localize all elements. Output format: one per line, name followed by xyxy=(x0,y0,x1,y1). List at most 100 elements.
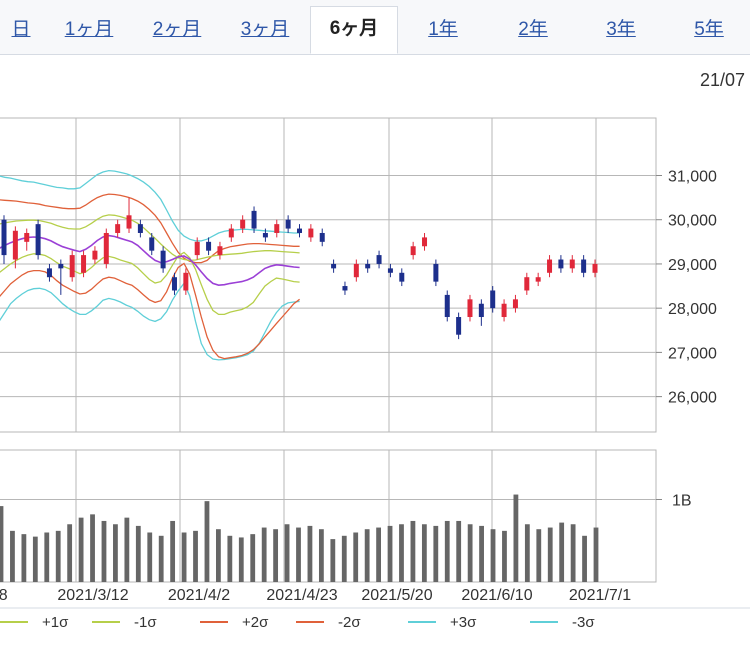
volume-bar-49 xyxy=(559,522,565,582)
volume-bar-26 xyxy=(296,527,301,582)
volume-bar-52 xyxy=(593,527,599,582)
candle-22 xyxy=(251,206,257,233)
volume-bar-35 xyxy=(399,524,404,582)
volume-bar-3 xyxy=(32,536,38,582)
candle-26 xyxy=(297,224,302,238)
candle-2 xyxy=(24,228,30,251)
svg-text:+1σ: +1σ xyxy=(42,614,69,631)
volume-bar-50 xyxy=(570,524,576,582)
candle-7 xyxy=(81,250,87,278)
volume-bar-8 xyxy=(90,514,95,582)
legend: +1σ -1σ +2σ -2σ +3σ -3σ xyxy=(0,607,750,631)
sma-line xyxy=(0,234,300,287)
candle-17 xyxy=(194,237,200,260)
legend-item-1: -1σ xyxy=(92,614,157,631)
candle-52 xyxy=(592,259,598,278)
volume-bar-16 xyxy=(181,532,187,582)
period-tabs: 日 1ヶ月 2ヶ月 3ヶ月 6ヶ月 1年 2年 3年 5年 xyxy=(0,0,750,55)
candle-11 xyxy=(126,197,132,233)
volume-bar-0 xyxy=(0,506,4,582)
candle-44 xyxy=(501,299,507,322)
candle-15 xyxy=(171,272,177,295)
volume-frame xyxy=(0,449,657,583)
price-y-ticks: 31,000 30,000 29,000 28,000 27,000 26,000 xyxy=(656,168,717,407)
volume-grid xyxy=(0,449,657,583)
tab-6m[interactable]: 6ヶ月 xyxy=(310,6,398,54)
svg-text:+2σ: +2σ xyxy=(242,614,269,631)
volume-bar-39 xyxy=(444,520,450,582)
candle-1 xyxy=(12,226,18,269)
volume-bar-37 xyxy=(421,524,427,582)
candle-18 xyxy=(206,237,212,256)
price-frame xyxy=(0,117,657,433)
volume-bar-19 xyxy=(216,529,221,582)
volume-bar-12 xyxy=(135,525,141,582)
band-plus2-line xyxy=(0,193,300,264)
tab-5y[interactable]: 5年 xyxy=(694,19,724,40)
candle-40 xyxy=(456,312,462,340)
volume-bar-9 xyxy=(101,520,107,582)
legend-item-3: -2σ xyxy=(296,614,361,631)
volume-bar-28 xyxy=(318,529,324,582)
tab-3y[interactable]: 3年 xyxy=(606,19,636,40)
volume-bar-34 xyxy=(387,525,393,582)
candle-33 xyxy=(376,250,382,269)
price-tick-label-3: 28,000 xyxy=(668,301,717,318)
candle-20 xyxy=(228,224,234,242)
tab-1m[interactable]: 1ヶ月 xyxy=(64,19,114,40)
volume-bar-23 xyxy=(261,527,267,582)
volume-bar-40 xyxy=(456,520,462,582)
date-stamp: 21/07 xyxy=(700,70,746,90)
x-tick-label-1: 2021/3/12 xyxy=(57,587,128,604)
svg-text:-2σ: -2σ xyxy=(338,614,361,631)
candle-39 xyxy=(444,290,450,322)
candle-48 xyxy=(547,255,553,278)
legend-item-0: +1σ xyxy=(0,614,69,631)
volume-bar-13 xyxy=(147,532,153,582)
volume-bar-38 xyxy=(433,525,439,582)
x-tick-label-5: 2021/6/10 xyxy=(461,587,532,604)
candle-10 xyxy=(115,219,121,238)
candle-28 xyxy=(319,228,325,247)
candle-36 xyxy=(410,241,416,260)
volume-y-ticks: 1B xyxy=(656,493,692,510)
tab-3m[interactable]: 3ヶ月 xyxy=(240,19,290,40)
volume-bar-36 xyxy=(410,520,416,582)
tab-1y[interactable]: 1年 xyxy=(428,19,458,40)
candle-32 xyxy=(365,259,371,273)
volume-bar-2 xyxy=(21,534,27,582)
price-tick-label-0: 31,000 xyxy=(668,168,717,185)
candle-46 xyxy=(524,272,530,295)
price-grid xyxy=(0,117,657,433)
volume-bar-51 xyxy=(582,535,587,582)
volume-bar-10 xyxy=(113,524,118,582)
tab-2y[interactable]: 2年 xyxy=(518,19,548,40)
candle-23 xyxy=(262,228,268,242)
volume-bar-42 xyxy=(479,525,484,582)
volume-bar-6 xyxy=(67,524,73,582)
volume-tick-label-0: 1B xyxy=(672,493,692,510)
candle-30 xyxy=(342,281,348,295)
bollinger-bands xyxy=(0,169,300,361)
volume-bar-44 xyxy=(502,530,507,582)
candle-16 xyxy=(183,268,189,295)
price-tick-label-5: 26,000 xyxy=(668,390,717,407)
candle-14 xyxy=(160,246,166,273)
volume-bar-30 xyxy=(341,535,347,582)
volume-bar-14 xyxy=(158,535,164,582)
candle-37 xyxy=(422,232,428,251)
volume-bar-4 xyxy=(44,532,50,582)
volume-bar-7 xyxy=(78,517,84,582)
volume-bar-48 xyxy=(547,527,553,582)
band-minus2-line xyxy=(0,262,300,360)
volume-bar-33 xyxy=(376,527,381,582)
tab-1d[interactable]: 日 xyxy=(11,19,31,40)
legend-item-2: +2σ xyxy=(200,614,269,631)
volume-bar-31 xyxy=(353,532,359,582)
candle-29 xyxy=(331,259,337,273)
volume-bar-25 xyxy=(284,524,290,582)
tab-2m[interactable]: 2ヶ月 xyxy=(152,19,202,40)
volume-bar-47 xyxy=(536,529,542,582)
candle-5 xyxy=(58,259,64,295)
